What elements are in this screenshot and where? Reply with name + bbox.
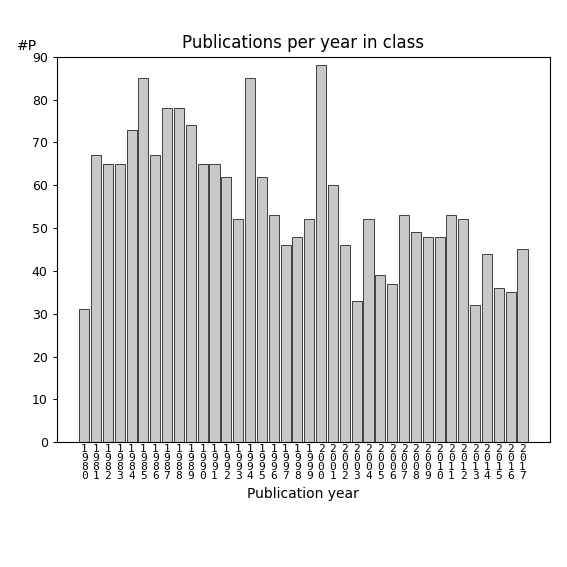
Bar [221,177,231,442]
Bar [352,301,362,442]
Bar [340,245,350,442]
Bar [304,219,314,442]
Bar [446,215,456,442]
Bar [209,164,219,442]
Bar [470,305,480,442]
Bar [257,177,267,442]
X-axis label: Publication year: Publication year [247,487,359,501]
Bar [399,215,409,442]
Bar [138,78,149,442]
Bar [115,164,125,442]
Bar [458,219,468,442]
Bar [174,108,184,442]
Bar [506,293,516,442]
Bar [423,236,433,442]
Text: #P: #P [17,39,37,53]
Bar [245,78,255,442]
Bar [518,249,527,442]
Bar [434,236,445,442]
Bar [162,108,172,442]
Bar [281,245,291,442]
Bar [494,288,504,442]
Title: Publications per year in class: Publications per year in class [182,35,425,52]
Bar [375,275,386,442]
Bar [482,254,492,442]
Bar [363,219,374,442]
Bar [103,164,113,442]
Bar [328,185,338,442]
Bar [91,155,101,442]
Bar [198,164,208,442]
Bar [411,232,421,442]
Bar [293,236,302,442]
Bar [387,284,397,442]
Bar [126,129,137,442]
Bar [79,310,89,442]
Bar [186,125,196,442]
Bar [150,155,160,442]
Bar [233,219,243,442]
Bar [316,65,326,442]
Bar [269,215,279,442]
